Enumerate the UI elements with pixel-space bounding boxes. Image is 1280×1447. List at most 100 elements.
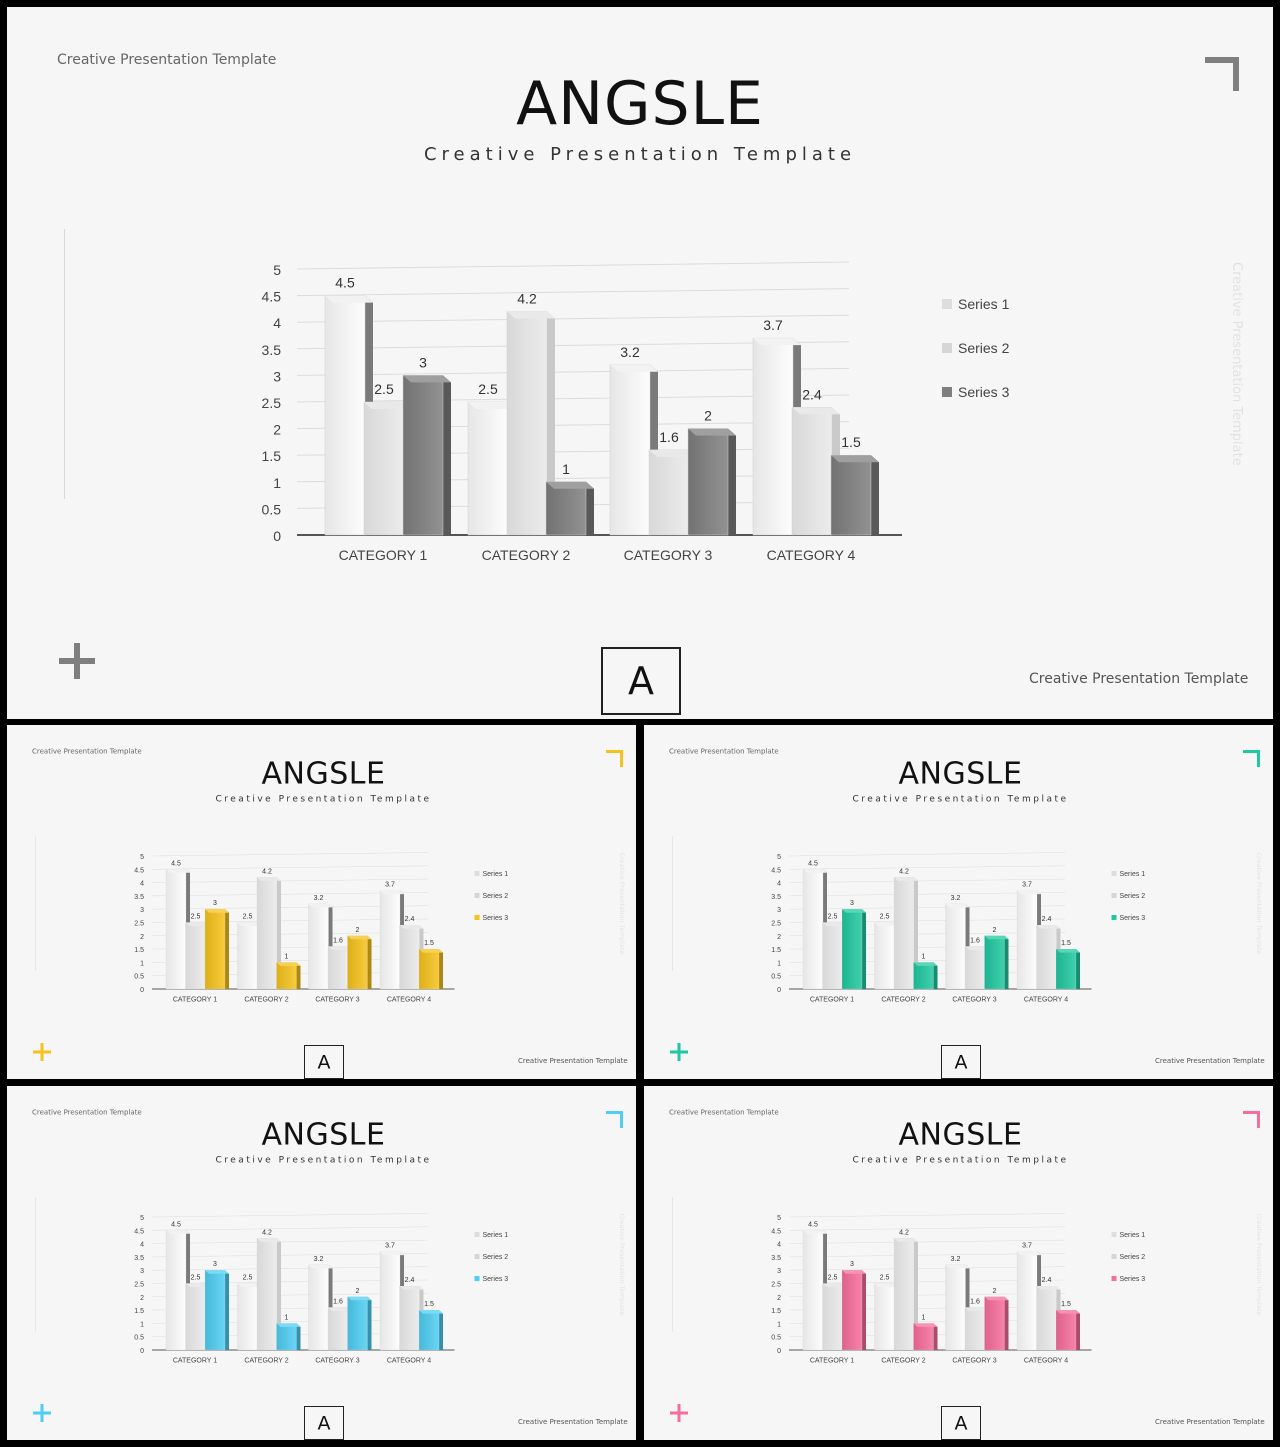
gridline xyxy=(788,865,1066,870)
y-tick-label: 0.5 xyxy=(771,1335,781,1342)
category-label: CATEGORY 4 xyxy=(1024,1358,1068,1365)
y-tick-label: 1 xyxy=(273,475,281,491)
category-label: CATEGORY 2 xyxy=(482,547,571,563)
data-label: 1.6 xyxy=(659,429,679,445)
y-tick-label: 2 xyxy=(777,934,781,941)
category-label: CATEGORY 3 xyxy=(315,1358,359,1365)
y-tick-label: 2 xyxy=(777,1295,781,1302)
slide-title: ANGSLE xyxy=(516,69,764,139)
y-tick-label: 3 xyxy=(140,907,144,914)
data-label: 2.5 xyxy=(374,381,394,397)
legend: Series 1 Series 2 Series 3 xyxy=(1111,1232,1146,1283)
category-label: CATEGORY 4 xyxy=(1024,997,1068,1004)
y-tick-label: 5 xyxy=(777,854,781,861)
data-label: 2.4 xyxy=(405,1277,415,1284)
corner-bracket-icon xyxy=(1205,57,1239,91)
y-tick-label: 0.5 xyxy=(134,1335,144,1342)
vertical-label: Creative Presentation Template xyxy=(618,852,626,955)
category-label: CATEGORY 1 xyxy=(173,997,217,1004)
y-tick-label: 4.5 xyxy=(134,867,144,874)
top-left-label: Creative Presentation Template xyxy=(669,747,779,756)
top-left-label: Creative Presentation Template xyxy=(669,1108,779,1117)
y-tick-label: 3 xyxy=(777,1268,781,1275)
category-label: CATEGORY 3 xyxy=(952,997,996,1004)
legend-swatch xyxy=(1111,1232,1117,1237)
slide-pink: Creative Presentation Template ANGSLE Cr… xyxy=(644,1086,1273,1440)
data-label: 1.6 xyxy=(333,937,343,944)
legend-label: Series 2 xyxy=(1120,1254,1146,1261)
category-label: CATEGORY 1 xyxy=(173,1358,217,1365)
data-label: 4.2 xyxy=(899,868,909,875)
bar: 1.5 xyxy=(830,434,879,536)
bars: 4.5 2.5 3 2.5 4.2 1 3.2 1.6 2 3.7 2.4 1.5 xyxy=(802,860,1080,990)
logo-box: A xyxy=(941,1045,981,1079)
legend-swatch xyxy=(942,299,952,309)
plus-icon xyxy=(59,643,95,679)
y-tick-label: 4.5 xyxy=(771,1228,781,1235)
y-tick-label: 3.5 xyxy=(771,894,781,901)
category-label: CATEGORY 2 xyxy=(244,1358,288,1365)
slide-subtitle: Creative Presentation Template xyxy=(215,793,432,805)
gridline xyxy=(788,1239,1066,1244)
y-tick-label: 2.5 xyxy=(134,1282,144,1289)
y-tick-label: 3 xyxy=(140,1268,144,1275)
data-label: 2.5 xyxy=(880,914,890,921)
y-tick-label: 1 xyxy=(140,960,144,967)
data-label: 1 xyxy=(922,953,926,960)
data-label: 2.5 xyxy=(828,1275,838,1282)
y-tick-label: 0.5 xyxy=(134,974,144,981)
legend-swatch xyxy=(1111,1254,1117,1259)
category-label: CATEGORY 1 xyxy=(810,1358,854,1365)
gridline xyxy=(296,314,850,323)
footer-label: Creative Presentation Template xyxy=(1155,1057,1265,1065)
bar: 1.6 xyxy=(327,937,352,990)
category-label: CATEGORY 1 xyxy=(339,547,428,563)
y-tick-label: 2 xyxy=(273,422,281,438)
data-label: 4.5 xyxy=(171,860,181,867)
slide-title: ANGSLE xyxy=(261,1117,386,1152)
data-label: 3 xyxy=(850,1261,854,1268)
category-label: CATEGORY 2 xyxy=(881,997,925,1004)
data-label: 4.5 xyxy=(335,275,355,291)
bar: 1.5 xyxy=(1055,1301,1080,1351)
legend-swatch xyxy=(474,1276,480,1281)
legend-swatch xyxy=(474,1232,480,1237)
legend: Series 1 Series 2 Series 3 xyxy=(1111,871,1146,922)
legend-swatch xyxy=(474,871,480,876)
legend-label: Series 3 xyxy=(1120,915,1146,922)
bar: 4.2 xyxy=(256,1229,281,1351)
y-tick-label: 4.5 xyxy=(134,1228,144,1235)
y-tick-label: 0 xyxy=(140,1348,144,1355)
bar-chart: 0 0.5 1 1.5 2 2.5 3 3.5 4 4.5 5 4.5 2.5 3 2.5 4.2 1 3.2 1.… xyxy=(134,1213,508,1365)
bar: 3 xyxy=(204,1261,229,1351)
legend-swatch xyxy=(942,387,952,397)
data-label: 2.5 xyxy=(828,914,838,921)
y-tick-label: 0.5 xyxy=(262,501,282,517)
bar: 1 xyxy=(276,1314,301,1351)
data-label: 4.2 xyxy=(262,1229,272,1236)
y-tick-label: 0 xyxy=(777,1348,781,1355)
bar: 2 xyxy=(984,1288,1009,1351)
footer-label: Creative Presentation Template xyxy=(518,1057,628,1065)
data-label: 1.6 xyxy=(970,937,980,944)
y-tick-label: 2.5 xyxy=(771,1282,781,1289)
data-label: 2.5 xyxy=(243,914,253,921)
data-label: 3.7 xyxy=(1022,1243,1032,1250)
legend-label: Series 1 xyxy=(958,296,1010,312)
y-tick-label: 3.5 xyxy=(134,1255,144,1262)
legend-swatch xyxy=(1111,893,1117,898)
bar: 2 xyxy=(687,408,736,536)
y-tick-label: 4.5 xyxy=(771,867,781,874)
bar: 1.5 xyxy=(418,1301,443,1351)
legend: Series 1 Series 2 Series 3 xyxy=(474,871,508,922)
category-label: CATEGORY 3 xyxy=(624,547,713,563)
bars: 4.5 2.5 3 2.5 4.2 1 3.2 1.6 2 3.7 2.4 1.5 xyxy=(324,275,879,536)
gridline xyxy=(151,852,429,857)
left-divider xyxy=(35,1197,36,1332)
data-label: 3.7 xyxy=(1022,882,1032,889)
bar-chart: 0 0.5 1 1.5 2 2.5 3 3.5 4 4.5 5 4.5 2.5 3 2.5 4.2 1 3.2 1.… xyxy=(771,1213,1146,1365)
gridline xyxy=(296,288,850,297)
plus-icon xyxy=(33,1043,51,1061)
bar-chart: 0 0.5 1 1.5 2 2.5 3 3.5 4 4.5 5 4.5 2.5 3 2.5 4.2 1 3.2 1.… xyxy=(771,852,1146,1004)
left-divider xyxy=(35,836,36,971)
